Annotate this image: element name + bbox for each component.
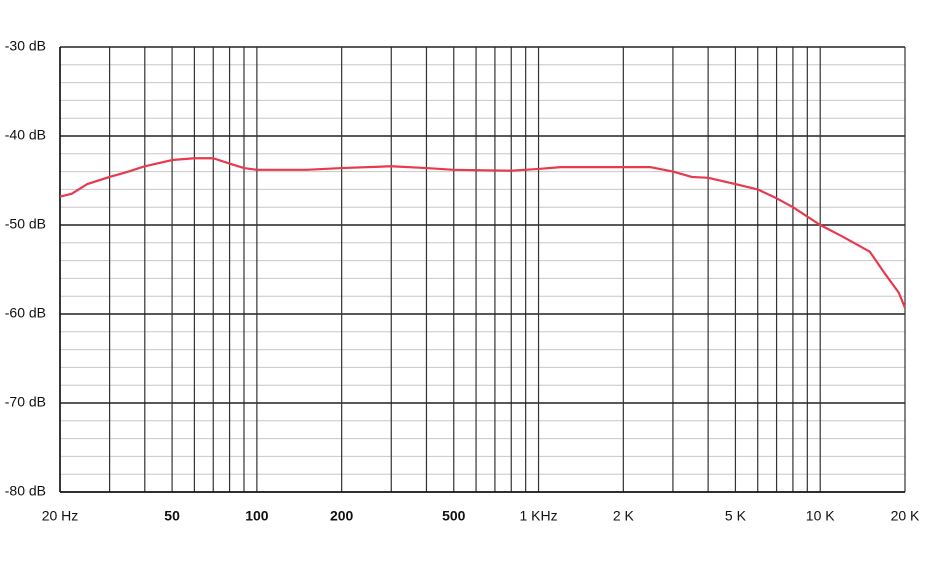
response-line: [59, 157, 907, 309]
y-tick-label: -30 dB: [5, 38, 46, 54]
x-tick-label: 10 K: [806, 508, 835, 524]
x-tick-label: 20 Hz: [42, 508, 79, 524]
x-tick-label: 100: [245, 508, 269, 524]
x-tick-label: 2 K: [613, 508, 635, 524]
x-tick-label: 1 KHz: [519, 508, 557, 524]
y-tick-label: -40 dB: [5, 127, 46, 143]
x-tick-label: 5 K: [725, 508, 747, 524]
x-tick-label: 50: [164, 508, 180, 524]
x-tick-label: 200: [330, 508, 354, 524]
x-tick-label: 20 K: [891, 508, 920, 524]
y-tick-label: -80 dB: [5, 483, 46, 499]
y-tick-label: -50 dB: [5, 216, 46, 232]
y-tick-label: -70 dB: [5, 394, 46, 410]
y-tick-label: -60 dB: [5, 305, 46, 321]
x-tick-label: 500: [442, 508, 466, 524]
